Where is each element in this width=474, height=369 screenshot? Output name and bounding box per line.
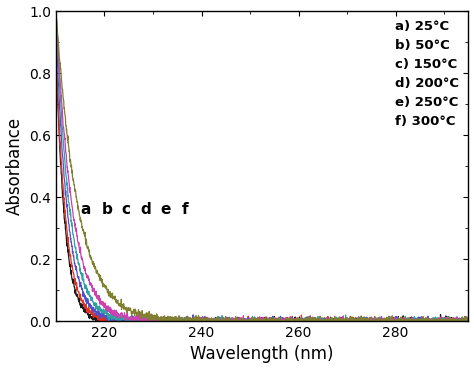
- Y-axis label: Absorbance: Absorbance: [6, 117, 24, 215]
- Text: d: d: [140, 202, 151, 217]
- Text: e: e: [160, 202, 170, 217]
- Text: f: f: [181, 202, 188, 217]
- Legend: a) 25°C, b) 50°C, c) 150°C, d) 200°C, e) 250°C, f) 300°C: a) 25°C, b) 50°C, c) 150°C, d) 200°C, e)…: [392, 18, 462, 131]
- X-axis label: Wavelength (nm): Wavelength (nm): [191, 345, 334, 363]
- Text: a: a: [80, 202, 90, 217]
- Text: b: b: [101, 202, 112, 217]
- Text: c: c: [122, 202, 131, 217]
